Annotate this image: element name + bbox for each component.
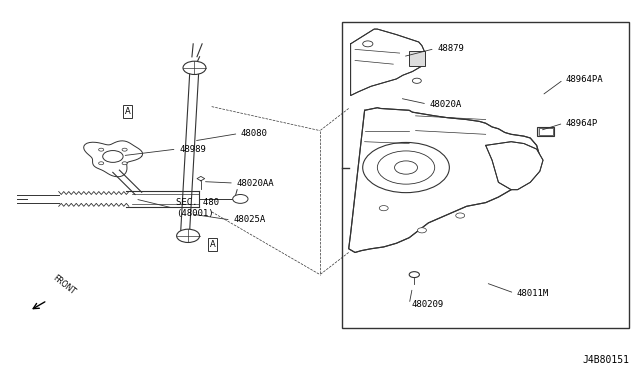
Circle shape	[102, 151, 123, 162]
Circle shape	[363, 41, 373, 47]
Text: 48964P: 48964P	[566, 119, 598, 128]
Text: 480209: 480209	[412, 300, 444, 309]
Polygon shape	[486, 142, 543, 190]
Circle shape	[99, 162, 104, 165]
Text: A: A	[210, 240, 216, 249]
Bar	[342, 22, 629, 328]
Circle shape	[233, 195, 248, 203]
Circle shape	[122, 162, 127, 165]
Circle shape	[363, 142, 449, 193]
Text: 48025A: 48025A	[234, 215, 266, 224]
Circle shape	[417, 228, 426, 233]
Circle shape	[380, 206, 388, 211]
Bar	[539, 128, 552, 135]
Text: 48989: 48989	[179, 145, 206, 154]
Bar	[409, 51, 425, 66]
Text: 48011M: 48011M	[517, 289, 549, 298]
Text: 48020AA: 48020AA	[237, 179, 274, 187]
Text: J4B80151: J4B80151	[582, 355, 629, 365]
Polygon shape	[351, 29, 425, 96]
Text: SEC. 480
(48001): SEC. 480 (48001)	[176, 198, 219, 218]
Circle shape	[378, 151, 435, 184]
Text: 48080: 48080	[241, 129, 268, 138]
Circle shape	[394, 161, 417, 174]
Text: 48964PA: 48964PA	[566, 75, 604, 84]
Polygon shape	[349, 108, 540, 253]
Circle shape	[99, 148, 104, 151]
Circle shape	[183, 61, 206, 74]
Text: 48879: 48879	[437, 44, 464, 53]
Bar	[537, 127, 554, 136]
Text: 48020A: 48020A	[429, 100, 462, 109]
Circle shape	[456, 213, 465, 218]
Circle shape	[122, 148, 127, 151]
Circle shape	[412, 78, 421, 83]
Circle shape	[177, 229, 200, 243]
Circle shape	[409, 272, 419, 278]
Text: A: A	[125, 107, 131, 116]
Text: FRONT: FRONT	[51, 274, 77, 297]
